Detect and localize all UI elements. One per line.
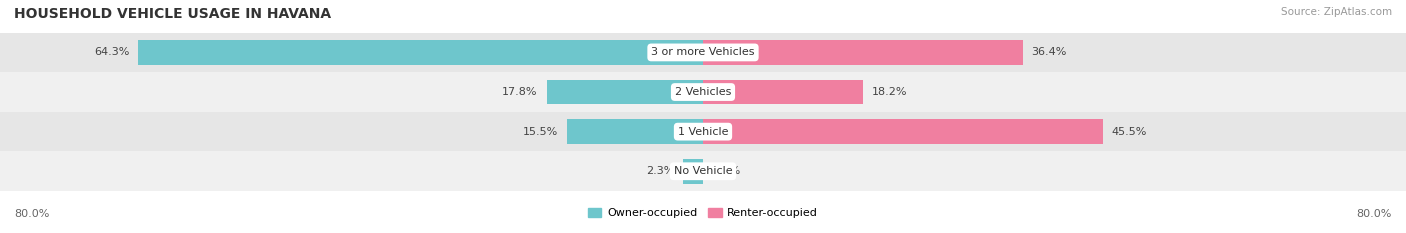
Text: HOUSEHOLD VEHICLE USAGE IN HAVANA: HOUSEHOLD VEHICLE USAGE IN HAVANA [14, 7, 332, 21]
Bar [0, 33, 1406, 72]
Text: 1 Vehicle: 1 Vehicle [678, 127, 728, 137]
Legend: Owner-occupied, Renter-occupied: Owner-occupied, Renter-occupied [583, 203, 823, 223]
Text: No Vehicle: No Vehicle [673, 166, 733, 176]
Bar [0, 112, 1406, 151]
Bar [703, 119, 1102, 144]
Text: 3 or more Vehicles: 3 or more Vehicles [651, 48, 755, 57]
Bar [703, 40, 1024, 65]
Bar [703, 80, 863, 104]
Text: 80.0%: 80.0% [14, 209, 49, 219]
Text: 2 Vehicles: 2 Vehicles [675, 87, 731, 97]
Text: 80.0%: 80.0% [1357, 209, 1392, 219]
Bar [0, 151, 1406, 191]
Text: Source: ZipAtlas.com: Source: ZipAtlas.com [1281, 7, 1392, 17]
Text: 17.8%: 17.8% [502, 87, 537, 97]
Bar [547, 80, 703, 104]
Text: 2.3%: 2.3% [645, 166, 673, 176]
Bar [683, 159, 703, 184]
Bar [138, 40, 703, 65]
Text: 36.4%: 36.4% [1032, 48, 1067, 57]
Text: 45.5%: 45.5% [1112, 127, 1147, 137]
Text: 15.5%: 15.5% [523, 127, 558, 137]
Text: 64.3%: 64.3% [94, 48, 129, 57]
Bar [0, 72, 1406, 112]
Bar [567, 119, 703, 144]
Text: 0.0%: 0.0% [711, 166, 740, 176]
Text: 18.2%: 18.2% [872, 87, 907, 97]
